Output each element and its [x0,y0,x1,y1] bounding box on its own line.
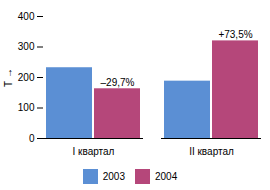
svg-text:400: 400 [18,11,35,22]
svg-text:Т →: Т → [3,68,14,87]
svg-text:100: 100 [18,102,35,113]
svg-text:300: 300 [18,41,35,52]
svg-text:II квартал: II квартал [189,146,234,157]
svg-text:–29,7%: –29,7% [101,77,135,88]
html-text:2003: 2003 [102,171,125,182]
svg-text:I квартал: I квартал [73,146,115,157]
svg-text:200: 200 [18,72,35,83]
html-text:2004: 2004 [155,171,178,182]
svg-text:0: 0 [29,133,35,144]
svg-text:+73,5%: +73,5% [218,29,252,40]
